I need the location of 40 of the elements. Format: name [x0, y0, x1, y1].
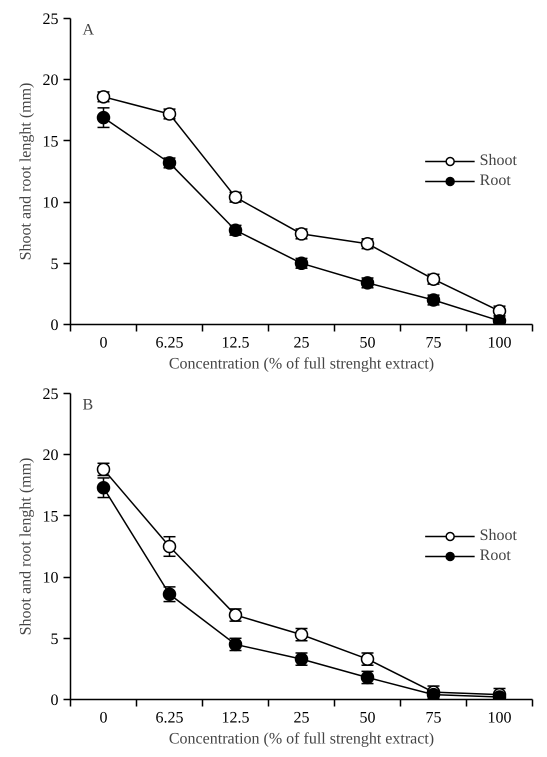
x-tick-label: 6.25: [156, 710, 184, 726]
y-tick-label: 5: [50, 256, 58, 273]
y-tick-label: 20: [42, 447, 58, 464]
point: [162, 540, 176, 554]
y-tick-label: 15: [42, 508, 58, 526]
x-tick-label: 12.5: [222, 710, 250, 726]
y-tick-label: 25: [42, 386, 58, 403]
x-tick-label: 100: [488, 334, 512, 352]
x-tick-label: 50: [360, 334, 376, 352]
point: [96, 110, 110, 124]
x-tick-label: 0: [100, 710, 108, 726]
chart-title: B: [82, 396, 94, 414]
y-axis-title: Shoot and root lenght (mm): [18, 458, 34, 636]
x-tick-label: 75: [426, 334, 442, 352]
y-tick-label: 25: [42, 11, 58, 28]
y-tick-label: 20: [42, 72, 58, 90]
chart-title: A: [82, 22, 94, 38]
x-tick-label: 100: [488, 710, 512, 726]
y-tick-label: 0: [50, 692, 58, 709]
x-tick-label: 6.25: [156, 334, 184, 352]
x-tick-label: 12.5: [222, 334, 250, 352]
x-tick-label: 0: [100, 334, 108, 352]
y-axis-title: Shoot and root lenght (mm): [18, 82, 34, 260]
y-tick-label: 10: [42, 570, 58, 587]
legend-label: Root: [480, 547, 511, 565]
legend-label: Shoot: [480, 527, 517, 545]
y-tick-label: 5: [50, 630, 58, 648]
point: [96, 481, 110, 494]
y-tick-label: 10: [42, 194, 58, 212]
y-tick-label: 15: [42, 133, 58, 150]
point: [426, 688, 440, 700]
legend-label: Root: [480, 172, 511, 190]
legend-label: Shoot: [480, 152, 517, 170]
x-axis-title: Concentration (% of full strenght extract): [168, 730, 434, 748]
x-tick-label: 75: [426, 710, 442, 726]
x-tick-label: 25: [294, 710, 310, 726]
x-tick-label: 50: [360, 710, 376, 726]
x-axis-title: Concentration (% of full strenght extract): [168, 356, 434, 372]
y-tick-label: 0: [50, 317, 58, 334]
x-tick-label: 25: [294, 334, 310, 352]
